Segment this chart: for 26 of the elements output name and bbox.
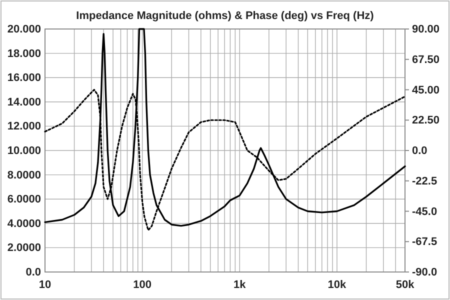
- y2-tick-label: -67.5: [412, 236, 438, 248]
- x-tick-label: 100: [133, 278, 152, 291]
- chart-title: Impedance Magnitude (ohms) & Phase (deg) vs Freq (Hz): [76, 10, 374, 22]
- x-tick-label: 10: [38, 278, 52, 291]
- y2-tick-label: 45.00: [412, 84, 440, 96]
- y-tick-label: 10.000: [7, 145, 41, 158]
- x-tick-label: 10k: [328, 278, 348, 291]
- y-tick-label: 6.0000: [7, 194, 41, 206]
- y2-tick-label: -45.0: [412, 206, 438, 218]
- y2-tick-label: -90.0: [412, 266, 438, 279]
- y2-tick-label: 67.50: [412, 54, 440, 66]
- y-tick-label: 14.000: [7, 96, 41, 108]
- x-tick-label: 50k: [396, 278, 416, 291]
- y2-tick-label: -22.5: [412, 175, 438, 188]
- y-tick-label: 4.0000: [7, 218, 41, 230]
- y2-tick-label: 90.00: [412, 24, 440, 36]
- y-tick-label: 16.000: [7, 72, 41, 84]
- y-tick-label: 12.000: [7, 120, 41, 133]
- y-tick-label: 8.0000: [7, 169, 41, 182]
- y2-tick-label: 22.50: [412, 114, 440, 127]
- y2-tick-label: 0.0: [412, 145, 428, 158]
- x-tick-label: 1k: [234, 278, 247, 291]
- y-tick-label: 18.000: [7, 48, 41, 60]
- y-tick-label: 2.0000: [7, 242, 41, 254]
- y-tick-label: 0.0: [26, 266, 41, 279]
- y-tick-label: 20.000: [7, 24, 41, 36]
